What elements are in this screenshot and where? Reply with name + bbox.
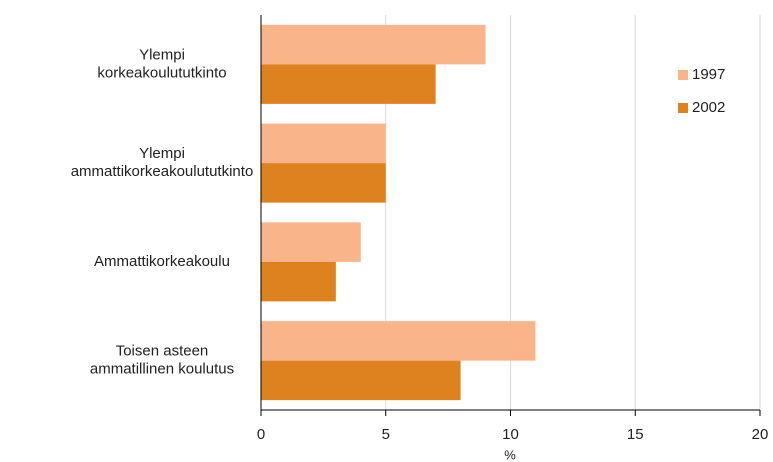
x-axis-label: %: [504, 447, 516, 462]
x-tick-label: 10: [502, 426, 519, 443]
bar: [261, 24, 486, 65]
y-tick-label: Toisen asteen ammatillinen koulutus: [90, 343, 234, 378]
legend-swatch: [678, 103, 688, 113]
bar: [261, 360, 461, 401]
x-tick-label: 0: [257, 426, 265, 443]
legend-label: 2002: [692, 99, 725, 116]
x-tick-label: 5: [382, 426, 390, 443]
bar: [261, 261, 336, 302]
y-tick-label: Ylempi korkeakoulututkinto: [97, 46, 226, 81]
x-tick-label: 15: [627, 426, 644, 443]
y-tick-label: Ammattikorkeakoulu: [94, 253, 230, 270]
x-tick-label: 20: [752, 426, 769, 443]
bar: [261, 222, 361, 262]
legend-label: 1997: [692, 66, 725, 83]
y-tick-label: Ylempi ammattikorkeakoulututkinto: [71, 145, 254, 180]
legend-swatch: [678, 70, 688, 80]
bar: [261, 321, 536, 361]
bar: [261, 64, 436, 104]
bar: [261, 123, 386, 164]
bar: [261, 163, 386, 203]
